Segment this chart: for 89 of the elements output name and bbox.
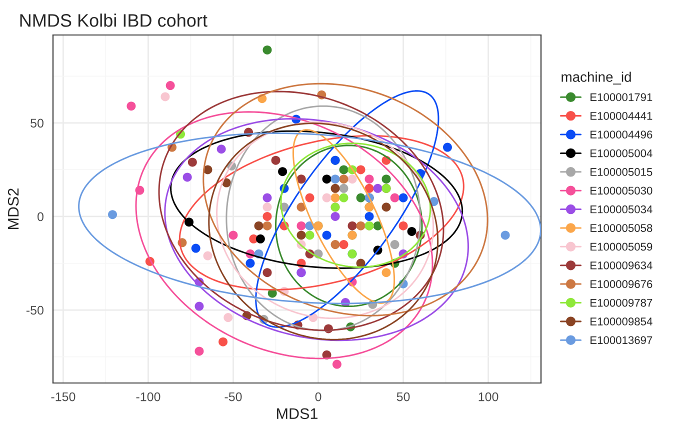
point: [390, 240, 400, 250]
point: [305, 230, 314, 240]
point: [188, 158, 197, 167]
point: [330, 184, 340, 193]
point: [322, 193, 332, 202]
point: [262, 268, 272, 278]
point: [194, 302, 204, 311]
point: [348, 221, 357, 230]
point: [364, 184, 374, 193]
point: [373, 184, 382, 193]
legend-label: E100005004: [590, 149, 652, 158]
legend-label: E100005059: [590, 242, 652, 251]
point: [296, 221, 306, 230]
point: [322, 174, 332, 184]
legend-label: E100013697: [590, 336, 652, 344]
legend-label: E100009787: [590, 298, 652, 307]
point: [382, 202, 391, 212]
legend-label: E100009854: [590, 318, 652, 326]
point: [330, 193, 340, 202]
legend-label: E100005034: [590, 205, 652, 214]
point: [356, 193, 366, 202]
point: [160, 92, 170, 102]
point: [330, 174, 340, 184]
point: [339, 240, 348, 250]
legend-label: E100004496: [590, 130, 652, 139]
point: [256, 234, 265, 244]
point: [108, 210, 118, 220]
point: [262, 45, 272, 54]
x-tick-label: -100: [136, 392, 160, 402]
point: [442, 142, 452, 152]
y-tick-label: 0: [38, 212, 44, 222]
point: [332, 360, 342, 369]
x-tick-label: 50: [396, 392, 410, 402]
point: [218, 337, 228, 346]
point: [305, 193, 314, 202]
point: [126, 102, 136, 111]
point: [500, 230, 510, 240]
point: [356, 165, 366, 174]
point: [166, 81, 175, 90]
point: [330, 240, 340, 250]
point: [262, 202, 272, 212]
point: [339, 184, 348, 193]
legend-label: E100005058: [590, 224, 652, 232]
legend-title: machine_id: [562, 72, 631, 85]
point: [339, 174, 348, 184]
point: [296, 230, 306, 240]
point: [262, 193, 272, 202]
y-tick-label: -50: [26, 306, 44, 315]
point: [356, 221, 366, 230]
point: [182, 172, 192, 182]
point: [382, 268, 391, 278]
point: [348, 174, 357, 184]
point: [246, 258, 255, 268]
legend-label: E100001791: [590, 93, 652, 102]
point: [382, 174, 391, 184]
point: [262, 212, 272, 221]
x-tick-label: 100: [478, 392, 498, 402]
x-tick-label: -50: [224, 392, 242, 402]
legend-label: E100009634: [590, 261, 652, 270]
point: [254, 221, 264, 230]
x-axis-title: MDS1: [277, 408, 318, 420]
legend-label: E100004441: [590, 112, 652, 120]
point: [339, 165, 348, 174]
y-axis-title: MDS2: [8, 188, 19, 229]
point: [364, 174, 374, 184]
point: [278, 167, 288, 176]
x-tick-label: 0: [315, 392, 322, 402]
legend-label: E100005030: [590, 186, 652, 195]
y-tick-label: 50: [30, 118, 44, 128]
point: [216, 144, 226, 154]
point: [203, 251, 212, 260]
point: [330, 212, 340, 221]
legend-label: E100009676: [590, 280, 652, 288]
point: [191, 244, 200, 253]
point: [398, 193, 408, 202]
point: [224, 313, 233, 322]
point: [322, 230, 332, 240]
point: [271, 156, 280, 165]
point: [262, 221, 272, 230]
point: [228, 230, 238, 240]
point: [194, 346, 204, 356]
point: [339, 193, 348, 202]
point: [390, 193, 400, 202]
chart-title: NMDS Kolbi IBD cohort: [20, 14, 208, 27]
point: [398, 221, 408, 230]
point: [364, 212, 374, 221]
x-tick-label: -150: [51, 392, 76, 402]
legend-label: E100005015: [590, 168, 652, 176]
point: [407, 226, 416, 236]
